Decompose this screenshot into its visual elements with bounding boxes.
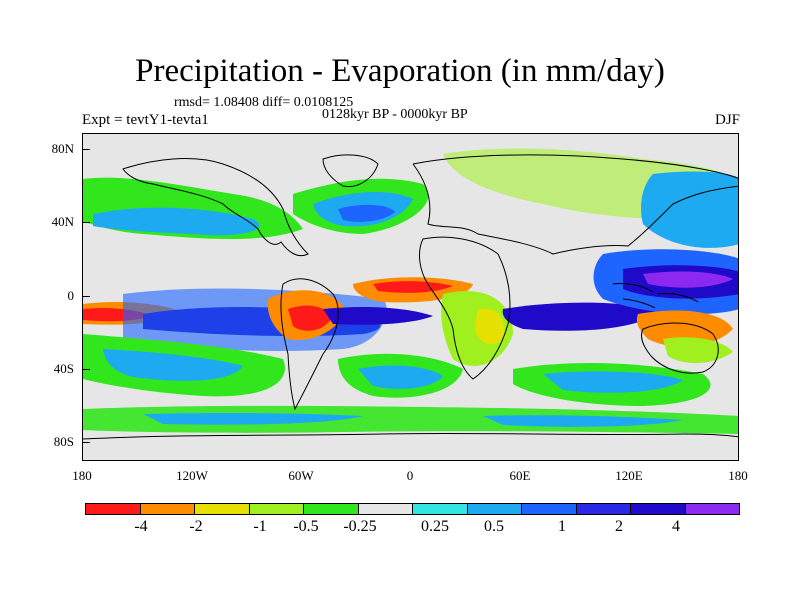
experiment-label: Expt = tevtY1-tevta1 xyxy=(82,112,209,128)
lat-tick-0 xyxy=(82,296,90,297)
colorbar-label-5: 0.25 xyxy=(421,518,449,535)
colorbar-seg-1 xyxy=(140,504,195,514)
colorbar-seg-6 xyxy=(413,504,468,514)
lon-label-120w: 120W xyxy=(176,468,208,483)
south-america-dry-core xyxy=(288,305,331,331)
africa-coast xyxy=(419,236,511,380)
antarctica-coast xyxy=(83,432,738,440)
lat-tick-80s xyxy=(82,442,90,443)
colorbar-seg-5 xyxy=(358,504,413,514)
lon-label-180w: 180 xyxy=(72,468,92,483)
colorbar-seg-2 xyxy=(195,504,250,514)
australia-dry xyxy=(636,310,733,347)
colorbar-seg-7 xyxy=(467,504,522,514)
south-america-coast xyxy=(280,278,339,411)
period-subtitle: 0128kyr BP - 0000kyr BP xyxy=(322,107,468,122)
colorbar-seg-9 xyxy=(576,504,631,514)
lat-label-80n: 80N xyxy=(51,141,74,156)
colorbar-seg-0 xyxy=(86,504,141,514)
colorbar-label-3: -0.5 xyxy=(293,518,319,535)
stats-subtitle: rmsd= 1.08408 diff= 0.0108125 xyxy=(174,95,354,110)
southern-ocean-blue-2 xyxy=(483,415,683,427)
colorbar-label-7: 1 xyxy=(558,518,566,535)
season-label: DJF xyxy=(714,112,740,128)
colorbar-seg-10 xyxy=(631,504,686,514)
southern-ocean-green xyxy=(83,405,738,434)
north-america-coast xyxy=(122,158,309,257)
lon-label-60w: 60W xyxy=(288,468,314,483)
map-panel xyxy=(82,133,739,461)
eurasia-coast xyxy=(412,154,738,255)
colorbar-label-1: -2 xyxy=(189,518,203,535)
colorbar-seg-8 xyxy=(522,504,577,514)
greenland-coast xyxy=(322,154,379,188)
colorbar xyxy=(85,503,740,515)
south-atlantic-blue xyxy=(358,365,443,389)
colorbar-label-9: 4 xyxy=(672,518,680,535)
colorbar-label-8: 2 xyxy=(615,518,623,535)
colorbar-seg-4 xyxy=(304,504,359,514)
coastline-layer xyxy=(83,154,738,440)
colorbar-label-6: 0.5 xyxy=(484,518,504,535)
atlantic-wet-band xyxy=(323,306,433,325)
atlantic-itcz-dry-core xyxy=(373,281,453,293)
colorbar-label-4: -0.25 xyxy=(343,518,377,535)
south-pacific-blue xyxy=(103,349,243,381)
lat-tick-80n xyxy=(82,149,90,150)
lat-label-40n: 40N xyxy=(51,214,74,229)
lon-label-120e: 120E xyxy=(615,468,643,483)
plot-title: Precipitation - Evaporation (in mm/day) xyxy=(135,53,665,89)
indian-ocean-wet xyxy=(502,302,663,331)
lon-label-0: 0 xyxy=(406,468,414,483)
south-indian-blue xyxy=(543,371,683,393)
lat-label-0: 0 xyxy=(67,288,75,303)
lat-label-40s: 40S xyxy=(53,361,74,376)
australia-green xyxy=(663,337,733,364)
africa-dry xyxy=(475,308,505,345)
indonesia-coast xyxy=(612,283,699,309)
lon-label-180e: 180 xyxy=(728,468,748,483)
north-pacific-core xyxy=(93,207,260,236)
north-atlantic-dark xyxy=(338,204,395,222)
southern-ocean-blue xyxy=(143,412,363,425)
colorbar-seg-3 xyxy=(249,504,304,514)
lat-tick-40s xyxy=(82,369,90,370)
lon-label-60e: 60E xyxy=(509,468,531,483)
lat-label-80s: 80S xyxy=(53,434,74,449)
colorbar-seg-11 xyxy=(685,504,739,514)
lat-tick-40n xyxy=(82,222,90,223)
warm-pool-violet xyxy=(643,271,733,288)
field-layer xyxy=(83,148,738,434)
australia-coast xyxy=(640,322,719,374)
colorbar-label-0: -4 xyxy=(134,518,148,535)
colorbar-label-2: -1 xyxy=(253,518,267,535)
